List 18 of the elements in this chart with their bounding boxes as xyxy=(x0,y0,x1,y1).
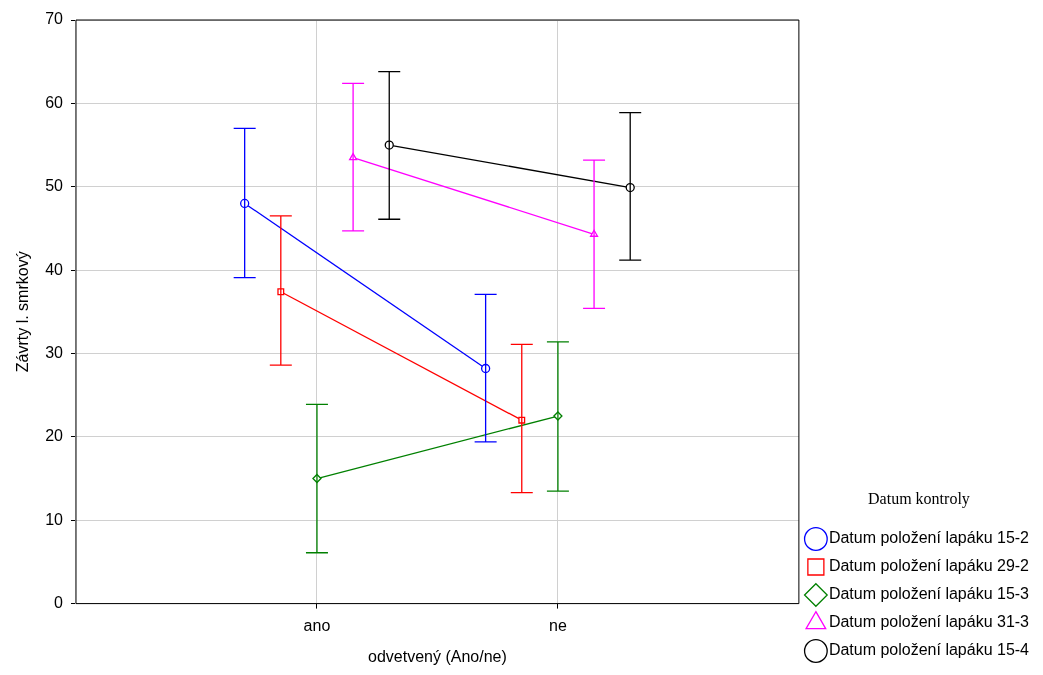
x-tick-label: ne xyxy=(549,616,567,634)
y-tick-label: 50 xyxy=(45,177,64,195)
legend-label: Datum položení lapáku 15-4 xyxy=(828,641,1030,659)
legend-label: Datum položení lapáku 15-2 xyxy=(828,529,1030,547)
y-tick-label: 40 xyxy=(45,260,64,278)
y-axis-title: Závrty l. smrkový xyxy=(14,251,32,373)
legend-label: Datum položení lapáku 15-3 xyxy=(828,585,1030,603)
legend-label: Datum položení lapáku 29-2 xyxy=(828,557,1030,575)
y-tick-label: 70 xyxy=(45,10,64,28)
y-tick-label: 20 xyxy=(45,427,64,445)
legend-title: Datum kontroly xyxy=(868,490,970,508)
y-tick-label: 10 xyxy=(45,510,64,528)
y-tick-label: 0 xyxy=(54,594,64,612)
x-axis-title: odvetvený (Ano/ne) xyxy=(368,647,507,665)
x-tick-label: ano xyxy=(303,616,331,634)
y-tick-label: 60 xyxy=(45,93,64,111)
y-tick-label: 30 xyxy=(45,343,64,361)
legend-label: Datum položení lapáku 31-3 xyxy=(828,613,1030,631)
